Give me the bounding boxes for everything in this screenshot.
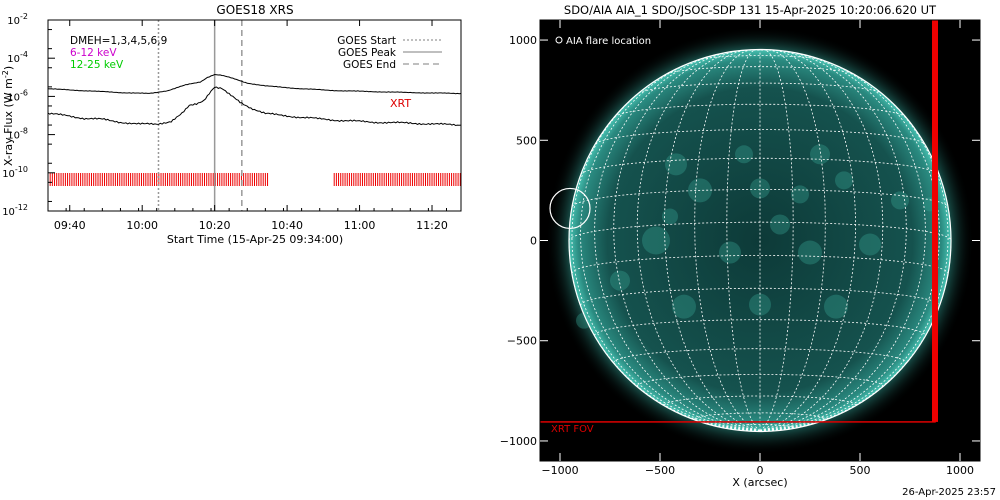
grid-longitude-line <box>613 50 761 431</box>
solar-bright-region <box>719 241 741 264</box>
goes-x-tick-label: 10:00 <box>126 219 158 232</box>
aia-y-tick-label: −1000 <box>500 435 537 448</box>
grid-longitude-line <box>759 49 826 431</box>
solar-bright-region <box>672 294 696 319</box>
goes-y-tick-label: 10-8 <box>7 127 28 142</box>
grid-latitude-line <box>694 412 826 420</box>
goes-y-tick-label: 10-4 <box>7 50 28 65</box>
grid-longitude-line <box>759 49 794 431</box>
solar-bright-region <box>770 214 790 235</box>
goes-x-tick-label: 09:40 <box>54 219 86 232</box>
grid-longitude-line <box>759 52 926 431</box>
aia-y-tick-label: 1000 <box>509 34 537 47</box>
goes-energy-legend-item: 6-12 keV <box>70 47 117 59</box>
grid-longitude-line <box>759 50 884 431</box>
goes-y-tick-label: 10-6 <box>7 88 28 103</box>
solar-limb-outline <box>568 48 952 433</box>
aia-x-tick-label: 500 <box>850 464 871 477</box>
grid-longitude-line <box>594 52 761 431</box>
aia-x-tick-label: 0 <box>757 464 764 477</box>
goes-x-tick-label: 11:00 <box>344 219 376 232</box>
footer-timestamp: 26-Apr-2025 23:57 <box>902 487 996 498</box>
xrt-coverage-interval <box>47 173 269 186</box>
solar-bright-region <box>798 240 822 265</box>
aia-chart-title: SDO/AIA AIA_1 SDO/JSOC-SDP 131 15-Apr-20… <box>564 3 937 17</box>
goes-y-tick-label: 10-2 <box>7 12 28 27</box>
xrt-fov-label: XRT FOV <box>551 424 594 435</box>
solar-bright-region <box>610 270 630 291</box>
heliographic-grid <box>568 48 952 433</box>
solar-disk <box>569 49 951 432</box>
aia-solar-image: SDO/AIA AIA_1 SDO/JSOC-SDP 131 15-Apr-20… <box>500 3 981 489</box>
solar-bright-region <box>735 145 753 164</box>
aia-x-tick-label: −1000 <box>541 464 578 477</box>
goes-x-tick-label: 10:40 <box>271 219 303 232</box>
goes-xrt-label: XRT <box>390 97 411 110</box>
grid-latitude-line <box>580 287 940 306</box>
grid-latitude-line <box>666 66 854 75</box>
goes-y-tick-label: 10-10 <box>2 165 28 180</box>
goes-flux-series-line <box>47 86 462 127</box>
solar-bright-region <box>859 233 881 256</box>
goes-event-legend-label: GOES Start <box>337 35 396 47</box>
grid-longitude-line <box>580 57 761 431</box>
grid-longitude-line <box>726 49 761 431</box>
goes-x-axis-label: Start Time (15-Apr-25 09:34:00) <box>167 233 343 246</box>
solar-bright-region <box>665 153 687 176</box>
aia-y-ticks: −1000 −500 0 500 1000 <box>500 34 980 448</box>
solar-bright-region <box>642 226 670 255</box>
aia-y-tick-label: −500 <box>507 335 537 348</box>
goes-y-tick-label: 10-12 <box>2 203 28 218</box>
grid-longitude-line <box>759 49 856 431</box>
goes-x-ticks: 09:40 10:00 10:20 10:40 11:00 11:20 <box>47 20 448 232</box>
aia-x-tick-label: −500 <box>645 464 675 477</box>
aia-y-tick-label: 0 <box>530 235 537 248</box>
aia-x-ticks: −1000 −500 0 500 1000 <box>541 20 974 477</box>
goes-xrs-chart: GOES18 XRS 09:40 10:00 10:20 10:40 11:00 11:2… <box>1 3 462 246</box>
solar-bright-region <box>835 171 853 190</box>
flare-legend-label: AIA flare location <box>566 36 651 47</box>
solar-bright-region <box>824 294 848 319</box>
goes-x-tick-label: 10:20 <box>199 219 231 232</box>
grid-latitude-line <box>614 103 906 118</box>
grid-longitude-line <box>759 73 949 431</box>
xrt-coverage-interval <box>333 173 461 186</box>
goes-energy-legend-item: DMEH=1,3,4,5,6,9 <box>70 35 167 47</box>
goes-plot-area <box>47 20 462 211</box>
grid-longitude-line <box>759 57 940 431</box>
goes-plot-frame <box>47 19 462 212</box>
aia-flare-legend: AIA flare location <box>555 36 651 47</box>
aia-x-axis-label: X (arcsec) <box>732 476 787 489</box>
grid-longitude-line <box>636 50 761 431</box>
solar-bright-region <box>891 191 909 210</box>
flare-location-marker <box>549 187 591 230</box>
goes-flux-series-line <box>47 73 462 95</box>
goes-event-legend-label: GOES Peak <box>338 47 397 59</box>
goes-x-tick-label: 11:20 <box>416 219 448 232</box>
solar-bright-region <box>791 185 809 204</box>
goes-chart-title: GOES18 XRS <box>216 3 293 17</box>
flare-legend-circle-icon <box>555 36 563 44</box>
grid-longitude-line <box>759 50 907 431</box>
grid-longitude-line <box>664 49 761 431</box>
solar-bright-region <box>750 178 770 199</box>
grid-longitude-line <box>694 49 761 431</box>
aia-x-tick-label: 1000 <box>946 464 974 477</box>
goes-event-legend-label: GOES End <box>343 59 396 71</box>
goes-y-axis-label: X-ray Flux (W m-2) <box>1 66 15 166</box>
solar-bright-region <box>662 208 678 225</box>
aia-y-tick-label: 500 <box>516 134 537 147</box>
goes-y-ticks: 10-2 10-4 10-6 10-8 10-10 10-12 <box>2 12 55 218</box>
solar-bright-region <box>810 144 830 165</box>
grid-longitude-line <box>571 73 761 431</box>
xrt-fov-edge-bar <box>932 20 938 422</box>
goes-energy-legend-item: 12-25 keV <box>70 59 124 71</box>
grid-latitude-line <box>638 82 882 94</box>
